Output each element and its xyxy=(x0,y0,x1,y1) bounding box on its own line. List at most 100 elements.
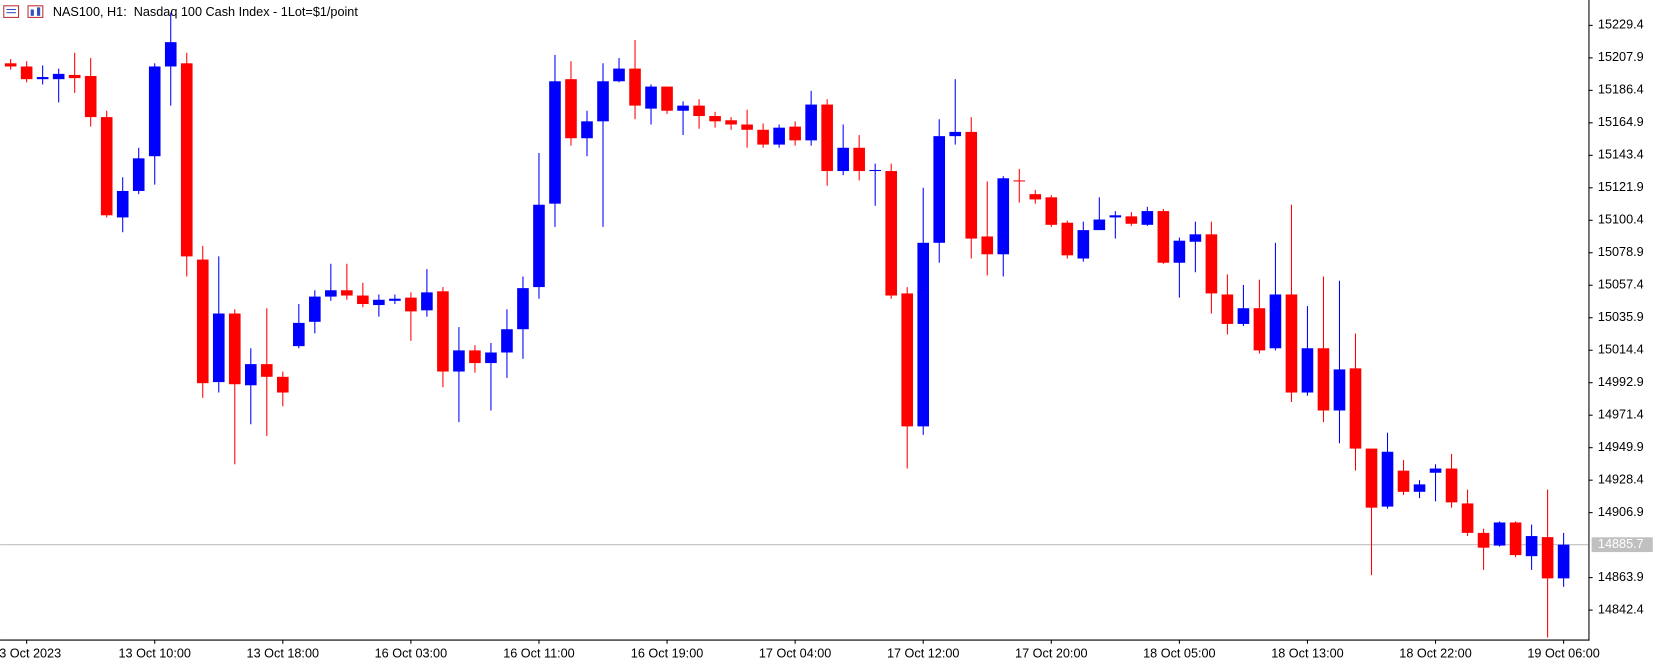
y-tick-label: 15164.9 xyxy=(1598,115,1644,129)
candle-body xyxy=(1413,484,1426,492)
y-tick-label: 15229.4 xyxy=(1598,18,1644,32)
y-tick-label: 15057.4 xyxy=(1598,278,1644,292)
candle-body xyxy=(1429,468,1442,473)
candle-body xyxy=(629,68,641,106)
icon-list xyxy=(3,5,20,18)
candle-body xyxy=(357,295,369,304)
y-tick-label: 15186.4 xyxy=(1598,83,1644,97)
candle-body xyxy=(453,350,465,372)
icon-chart xyxy=(27,5,44,18)
candle-body xyxy=(805,104,817,141)
x-tick-label: 17 Oct 12:00 xyxy=(887,647,959,661)
candle-body xyxy=(789,126,801,141)
candle-body xyxy=(1157,211,1170,263)
candle-body xyxy=(1077,230,1090,259)
candle-body xyxy=(1141,211,1154,225)
candle-body xyxy=(1205,234,1218,294)
x-tick-label: 13 Oct 18:00 xyxy=(247,647,319,661)
candle-body xyxy=(1045,197,1058,225)
candle-body xyxy=(757,129,769,145)
candle-body xyxy=(437,291,449,372)
candle-body xyxy=(917,242,930,427)
candle-body xyxy=(565,79,577,139)
x-tick-label: 17 Oct 04:00 xyxy=(759,647,831,661)
candle-body xyxy=(212,313,225,383)
candle-body xyxy=(693,105,705,117)
candle-body xyxy=(20,66,33,80)
candle-body xyxy=(885,171,897,296)
candle-body xyxy=(341,290,353,296)
x-tick-label: 16 Oct 11:00 xyxy=(503,647,575,661)
candle-body xyxy=(1445,468,1458,503)
candle-body xyxy=(52,73,65,80)
candle-body xyxy=(1093,219,1106,231)
candle-body xyxy=(613,68,625,82)
candle-body xyxy=(421,292,433,311)
candle-body xyxy=(1349,368,1362,449)
candle-body xyxy=(196,259,209,384)
candle-body xyxy=(116,190,129,218)
y-tick-label: 14928.4 xyxy=(1598,473,1644,487)
candle-body xyxy=(469,350,481,364)
y-tick-label: 15078.9 xyxy=(1598,245,1644,259)
candle-body xyxy=(148,66,161,157)
candle-body xyxy=(517,288,529,330)
candle-body xyxy=(36,77,49,80)
x-tick-label: 16 Oct 03:00 xyxy=(375,647,447,661)
candle-body xyxy=(709,116,721,122)
candle-body xyxy=(997,178,1010,255)
candle-body xyxy=(661,86,673,111)
y-tick-label: 15121.9 xyxy=(1598,180,1644,194)
candle-body xyxy=(228,313,241,385)
candle-body xyxy=(1253,308,1266,351)
candle-body xyxy=(821,104,833,172)
x-tick-label: 18 Oct 13:00 xyxy=(1271,647,1343,661)
candle-body xyxy=(741,124,753,130)
candle-body xyxy=(1381,451,1394,507)
icon-bar xyxy=(37,7,41,16)
y-tick-label: 14863.9 xyxy=(1598,570,1644,584)
y-tick-label: 14971.4 xyxy=(1598,408,1644,422)
candle-body xyxy=(180,63,193,257)
y-tick-label: 15014.4 xyxy=(1598,343,1644,357)
candle-body xyxy=(1029,194,1042,200)
candle-body xyxy=(981,236,994,255)
candle-body xyxy=(1013,180,1026,182)
chart-title: NAS100, H1: Nasdaq 100 Cash Index - 1Lot… xyxy=(53,5,358,19)
candle-body xyxy=(677,105,689,111)
candle-body xyxy=(1173,240,1186,263)
candle-body xyxy=(277,376,289,393)
candle-body xyxy=(901,293,914,427)
candle-body xyxy=(132,158,145,191)
candle-body xyxy=(837,147,849,172)
candle-body xyxy=(1189,234,1202,242)
y-tick-label: 14992.9 xyxy=(1598,375,1644,389)
candle-body xyxy=(1557,544,1570,579)
candle-body xyxy=(549,81,561,204)
candle-body xyxy=(773,127,785,145)
candle-body xyxy=(84,75,97,118)
candle-body xyxy=(405,297,417,312)
candle-body xyxy=(533,204,545,288)
icon-bar xyxy=(30,9,34,16)
candle-body xyxy=(1333,369,1346,411)
candle-body xyxy=(965,131,978,239)
x-tick-label: 13 Oct 10:00 xyxy=(118,647,190,661)
x-tick-label: 16 Oct 19:00 xyxy=(631,647,703,661)
current-price-label: 14885.7 xyxy=(1598,537,1644,551)
candle-body xyxy=(1301,348,1314,393)
x-tick-label: 18 Oct 22:00 xyxy=(1399,647,1471,661)
y-tick-label: 15100.4 xyxy=(1598,213,1644,227)
candle-body xyxy=(309,296,321,322)
x-tick-label: 17 Oct 20:00 xyxy=(1015,647,1087,661)
candle-body xyxy=(1109,215,1122,218)
x-tick-label: 18 Oct 05:00 xyxy=(1143,647,1215,661)
y-tick-label: 15207.9 xyxy=(1598,50,1644,64)
candle-body xyxy=(4,63,17,67)
candle-body xyxy=(164,42,177,67)
x-tick-label: 19 Oct 06:00 xyxy=(1527,647,1599,661)
candle-body xyxy=(725,120,737,125)
candle-body xyxy=(933,136,946,243)
y-tick-label: 14842.4 xyxy=(1598,602,1644,616)
